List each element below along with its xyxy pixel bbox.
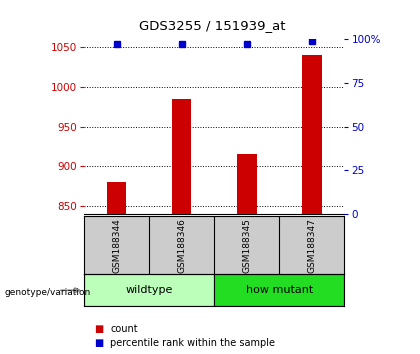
Text: ■: ■ xyxy=(94,338,104,348)
Text: wildtype: wildtype xyxy=(126,285,173,295)
Text: how mutant: how mutant xyxy=(246,285,313,295)
Text: count: count xyxy=(110,324,138,333)
Bar xyxy=(237,154,257,214)
Bar xyxy=(214,274,344,306)
Text: genotype/variation: genotype/variation xyxy=(4,287,90,297)
Text: GSM188347: GSM188347 xyxy=(307,218,316,273)
Bar xyxy=(107,182,126,214)
Text: percentile rank within the sample: percentile rank within the sample xyxy=(110,338,276,348)
Bar xyxy=(172,99,192,214)
Bar xyxy=(84,274,214,306)
Text: GDS3255 / 151939_at: GDS3255 / 151939_at xyxy=(139,19,285,33)
Text: GSM188346: GSM188346 xyxy=(177,218,186,273)
Text: ■: ■ xyxy=(94,324,104,333)
Bar xyxy=(302,55,322,214)
Text: GSM188344: GSM188344 xyxy=(112,218,121,273)
Text: GSM188345: GSM188345 xyxy=(242,218,251,273)
